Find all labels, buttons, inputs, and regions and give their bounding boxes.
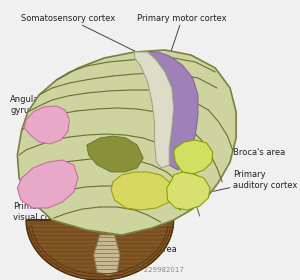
Polygon shape (87, 136, 143, 172)
Text: Primary motor cortex: Primary motor cortex (137, 13, 227, 51)
Polygon shape (135, 52, 174, 168)
Polygon shape (17, 50, 236, 235)
Text: Broca's area: Broca's area (215, 148, 285, 158)
Text: Primary
visual cortex: Primary visual cortex (13, 196, 67, 222)
Polygon shape (17, 160, 78, 208)
Polygon shape (24, 106, 69, 144)
Text: shutterstock.com · 229982017: shutterstock.com · 229982017 (76, 267, 184, 273)
Polygon shape (94, 235, 120, 275)
Polygon shape (26, 220, 174, 280)
Polygon shape (111, 172, 174, 210)
Text: Primary
auditory cortex: Primary auditory cortex (213, 170, 297, 192)
Text: Somatosensory cortex: Somatosensory cortex (21, 13, 138, 53)
Text: Angular
gyrus: Angular gyrus (11, 95, 43, 118)
Polygon shape (148, 52, 198, 170)
Text: Wernicke's area: Wernicke's area (110, 213, 177, 254)
Polygon shape (174, 140, 213, 174)
Polygon shape (167, 172, 210, 210)
